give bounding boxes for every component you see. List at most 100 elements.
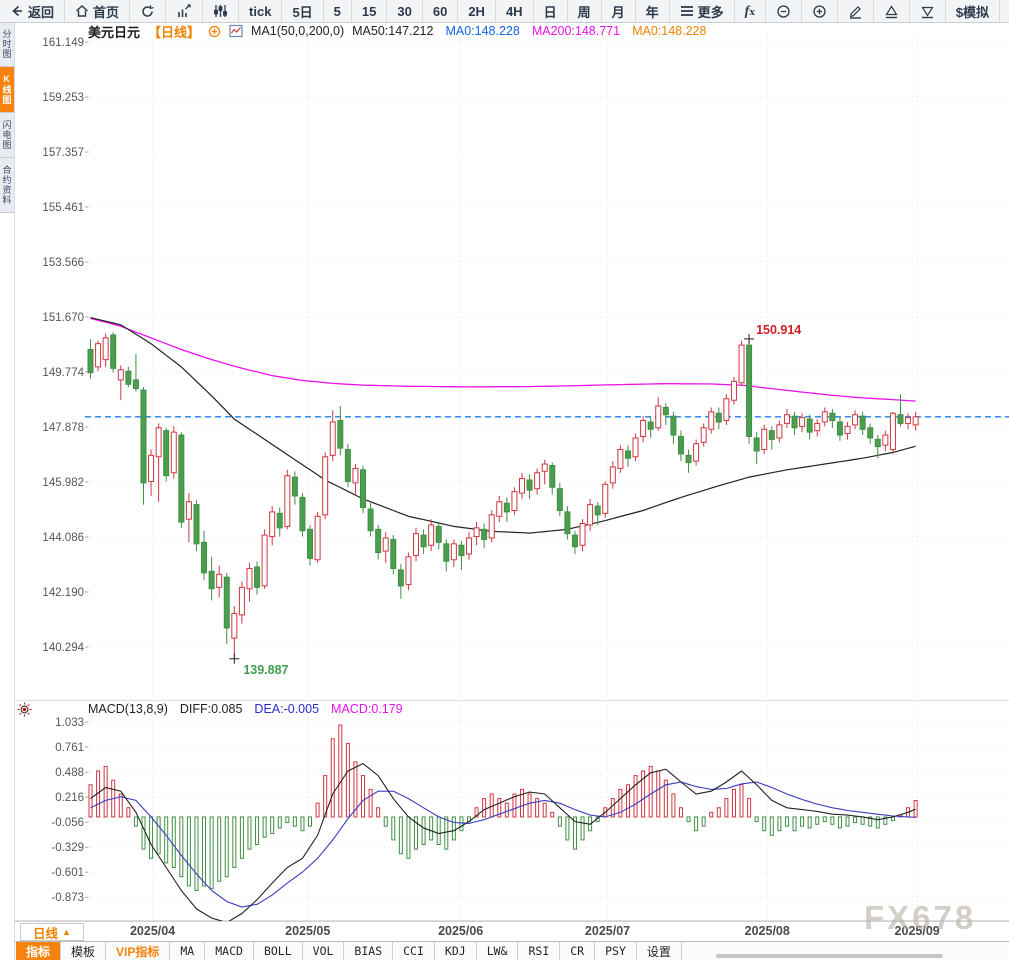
horizontal-scrollbar[interactable] <box>716 954 943 958</box>
macd-hist-bar <box>535 798 540 818</box>
toolbar-more-button[interactable]: 更多 <box>670 0 735 22</box>
candle-body <box>322 456 329 516</box>
candle-body <box>473 527 480 538</box>
macd-indicator-icon[interactable] <box>17 702 32 722</box>
triangle-up-icon: ▲ <box>62 927 71 937</box>
candle-body <box>587 504 594 526</box>
indicator-tab-指标[interactable]: 指标 <box>16 942 62 960</box>
indicator-tab-模板[interactable]: 模板 <box>61 942 107 960</box>
zoom-out-icon <box>776 4 791 19</box>
sidebar-tab-合约资料[interactable]: 合约资料 <box>0 158 14 213</box>
macd-hist-bar <box>133 816 138 827</box>
macd-hist-bar <box>391 816 396 841</box>
candle-body <box>185 501 192 520</box>
indicator-tab-BIAS[interactable]: BIAS <box>344 942 394 960</box>
price-tick-label: 142.190 <box>42 587 84 599</box>
toolbar-15min-button[interactable]: 15 <box>352 0 388 22</box>
sidebar-tab-K线图[interactable]: K线图 <box>0 67 14 113</box>
toolbar-back-button[interactable]: 返回 <box>0 0 66 22</box>
macd-hist-bar <box>625 784 630 818</box>
macd-hist-bar <box>519 788 524 818</box>
ma-legend-value: MA0:148.228 <box>632 24 707 38</box>
toolbar-weekly-button[interactable]: 周 <box>568 0 602 22</box>
macd-hist-bar <box>368 788 373 818</box>
toolbar-formula-button[interactable]: fx <box>735 0 766 22</box>
macd-hist-bar <box>209 816 214 890</box>
toolbar-yearly-button[interactable]: 年 <box>636 0 670 22</box>
toolbar-refresh-button[interactable] <box>130 0 167 22</box>
price-tick-label: 159.253 <box>42 92 84 104</box>
toolbar-5min-button[interactable]: 5 <box>324 0 352 22</box>
indicator-tab-PSY[interactable]: PSY <box>595 942 637 960</box>
indicator-tab-MACD[interactable]: MACD <box>205 942 254 960</box>
macd-hist-bar <box>527 793 532 818</box>
chart-settings-icon[interactable] <box>229 24 243 38</box>
toolbar-zoom-out-button[interactable] <box>766 0 802 22</box>
macd-tick-label: 0.761 <box>55 742 84 754</box>
candle-body <box>481 528 488 540</box>
candle-body <box>87 348 94 374</box>
add-favorite-icon[interactable] <box>208 25 221 38</box>
candle-body <box>148 454 155 482</box>
macd-hist-bar <box>572 816 577 850</box>
period-dropdown-button[interactable]: 日线 ▲ <box>20 923 84 941</box>
indicator-tab-RSI[interactable]: RSI <box>518 942 561 960</box>
indicator-tab-CR[interactable]: CR <box>560 942 596 960</box>
indicator-tab-MA[interactable]: MA <box>170 942 206 960</box>
candle-body <box>905 417 912 424</box>
toolbar-chart-type-bars-button[interactable] <box>166 0 204 22</box>
toolbar-daily-button[interactable]: 日 <box>534 0 568 22</box>
toolbar-zoom-in-button[interactable] <box>802 0 838 22</box>
toolbar-home-button[interactable]: 首页 <box>65 0 131 22</box>
macd-hist-bar <box>845 816 850 827</box>
candle-body <box>178 434 185 523</box>
toolbar-30min-button[interactable]: 30 <box>387 0 423 22</box>
toolbar-30min-label: 30 <box>397 3 412 19</box>
candle-body <box>541 463 548 472</box>
sidebar-tab-分时图[interactable]: 分时图 <box>0 22 14 67</box>
macd-hist-bar <box>709 811 714 818</box>
toolbar-60min-button[interactable]: 60 <box>423 0 459 22</box>
indicator-tab-设置[interactable]: 设置 <box>637 942 682 960</box>
indicator-tab-LW&[interactable]: LW& <box>477 942 519 960</box>
toolbar-5d-button[interactable]: 5日 <box>282 0 324 22</box>
zoom-in-icon <box>812 4 827 19</box>
toolbar-alert-up-button[interactable] <box>874 0 910 22</box>
indicator-tab-BOLL[interactable]: BOLL <box>254 942 303 960</box>
candle-body <box>466 537 472 555</box>
candle-body <box>806 418 813 433</box>
candle-body <box>768 430 775 440</box>
toolbar-alert-down-button[interactable] <box>910 0 946 22</box>
candle-body <box>693 443 700 462</box>
candle-body <box>556 488 563 511</box>
toolbar-draw-button[interactable] <box>838 0 874 22</box>
toolbar-simulate-button[interactable]: $模拟 <box>946 0 1001 22</box>
candle-body <box>677 435 684 455</box>
indicator-tab-CCI[interactable]: CCI <box>393 942 435 960</box>
macd-hist-bar <box>837 816 842 829</box>
price-tick-label: 147.878 <box>42 422 84 434</box>
candle-body <box>458 544 465 556</box>
toolbar-2h-button[interactable]: 2H <box>458 0 496 22</box>
indicator-tab-VOL[interactable]: VOL <box>303 942 345 960</box>
toolbar-tick-button[interactable]: tick <box>239 0 283 22</box>
macd-legend-value: DIFF:0.085 <box>179 702 243 716</box>
macd-hist-bar <box>398 816 403 855</box>
toolbar-4h-button[interactable]: 4H <box>496 0 534 22</box>
toolbar-5min-label: 5 <box>333 3 341 19</box>
candle-body <box>155 427 162 458</box>
candle-body <box>413 533 420 556</box>
indicator-tab-VIP指标[interactable]: VIP指标 <box>106 942 171 960</box>
toolbar-monthly-button[interactable]: 月 <box>602 0 636 22</box>
toolbar-chart-type-kline-button[interactable] <box>203 0 240 22</box>
macd-hist-bar <box>330 738 335 818</box>
candle-body <box>761 428 768 451</box>
price-tick-label: 140.294 <box>42 642 84 654</box>
macd-hist-bar <box>648 765 653 818</box>
ma-settings-label: MA1(50,0,200,0) <box>251 24 345 38</box>
sidebar-tab-闪电图[interactable]: 闪电图 <box>0 113 14 158</box>
indicator-tab-KDJ[interactable]: KDJ <box>435 942 477 960</box>
candle-body <box>269 511 276 538</box>
candle-body <box>314 515 321 561</box>
